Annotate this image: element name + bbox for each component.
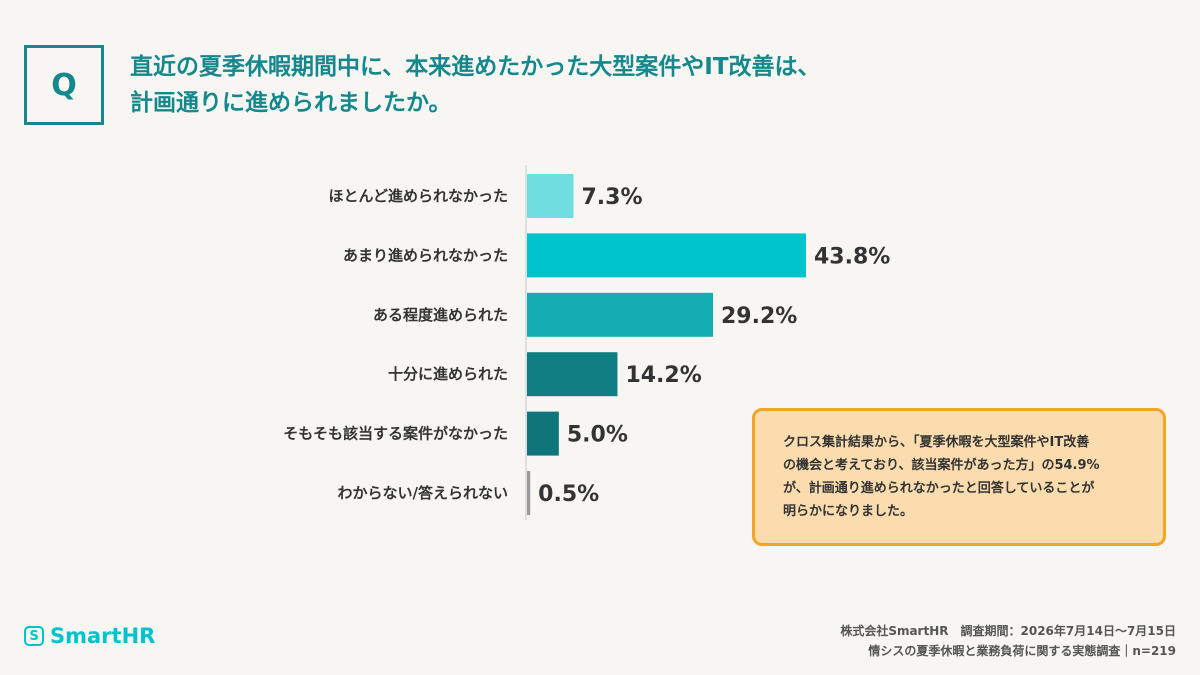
note-line: 明らかになりました。 <box>783 504 914 519</box>
category-label: ある程度進められた <box>373 306 508 324</box>
bar <box>527 233 806 278</box>
footer-line2: 情シスの夏季休暇と業務負荷に関する実態調査｜n=219 <box>868 644 1176 658</box>
chart-bars: ほとんど進められなかった 7.3% あまり進められなかった 43.8% ある程度進められ… <box>283 174 890 515</box>
value-label: 0.5% <box>538 482 599 507</box>
bar <box>527 292 713 337</box>
value-label: 43.8% <box>814 244 890 269</box>
value-label: 5.0% <box>567 423 628 448</box>
category-label: ほとんど進められなかった <box>328 187 508 205</box>
note-callout: クロス集計結果から、「夏季休暇を大型案件やIT改善 の機会と考えており、該当案件… <box>752 408 1166 546</box>
category-label: そもそも該当する案件がなかった <box>283 425 508 443</box>
bar <box>527 352 618 397</box>
smarthr-logo-text: SmartHR <box>50 624 156 648</box>
question-title-line2: 計画通りに進められましたか。 <box>130 90 452 116</box>
smarthr-logo-icon: S <box>24 626 44 646</box>
category-label: わからない/答えられない <box>338 484 508 502</box>
question-badge: Q <box>24 45 104 125</box>
bar <box>527 471 531 515</box>
note-line: の機会と考えており、該当案件があった方」の54.9% <box>783 458 1100 473</box>
note-line: クロス集計結果から、「夏季休暇を大型案件やIT改善 <box>783 435 1090 450</box>
value-label: 29.2% <box>721 304 797 329</box>
category-label: 十分に進められた <box>388 365 508 383</box>
bar <box>527 174 574 218</box>
question-title: 直近の夏季休暇期間中に、本来進めたかった大型案件やIT改善は、 計画通りに進めら… <box>130 49 821 121</box>
bar <box>527 411 559 456</box>
category-label: あまり進められなかった <box>343 246 508 264</box>
smarthr-logo: S SmartHR <box>24 624 155 648</box>
value-label: 7.3% <box>582 185 643 210</box>
note-line: が、計画通り進められなかったと回答していることが <box>783 481 1095 496</box>
footer-source: 株式会社SmartHR 調査期間：2026年7月14日〜7月15日 情シスの夏季… <box>840 621 1176 661</box>
value-label: 14.2% <box>625 363 701 388</box>
footer-line1: 株式会社SmartHR 調査期間：2026年7月14日〜7月15日 <box>840 624 1176 638</box>
question-title-line1: 直近の夏季休暇期間中に、本来進めたかった大型案件やIT改善は、 <box>130 54 821 80</box>
question-badge-letter: Q <box>51 67 77 103</box>
